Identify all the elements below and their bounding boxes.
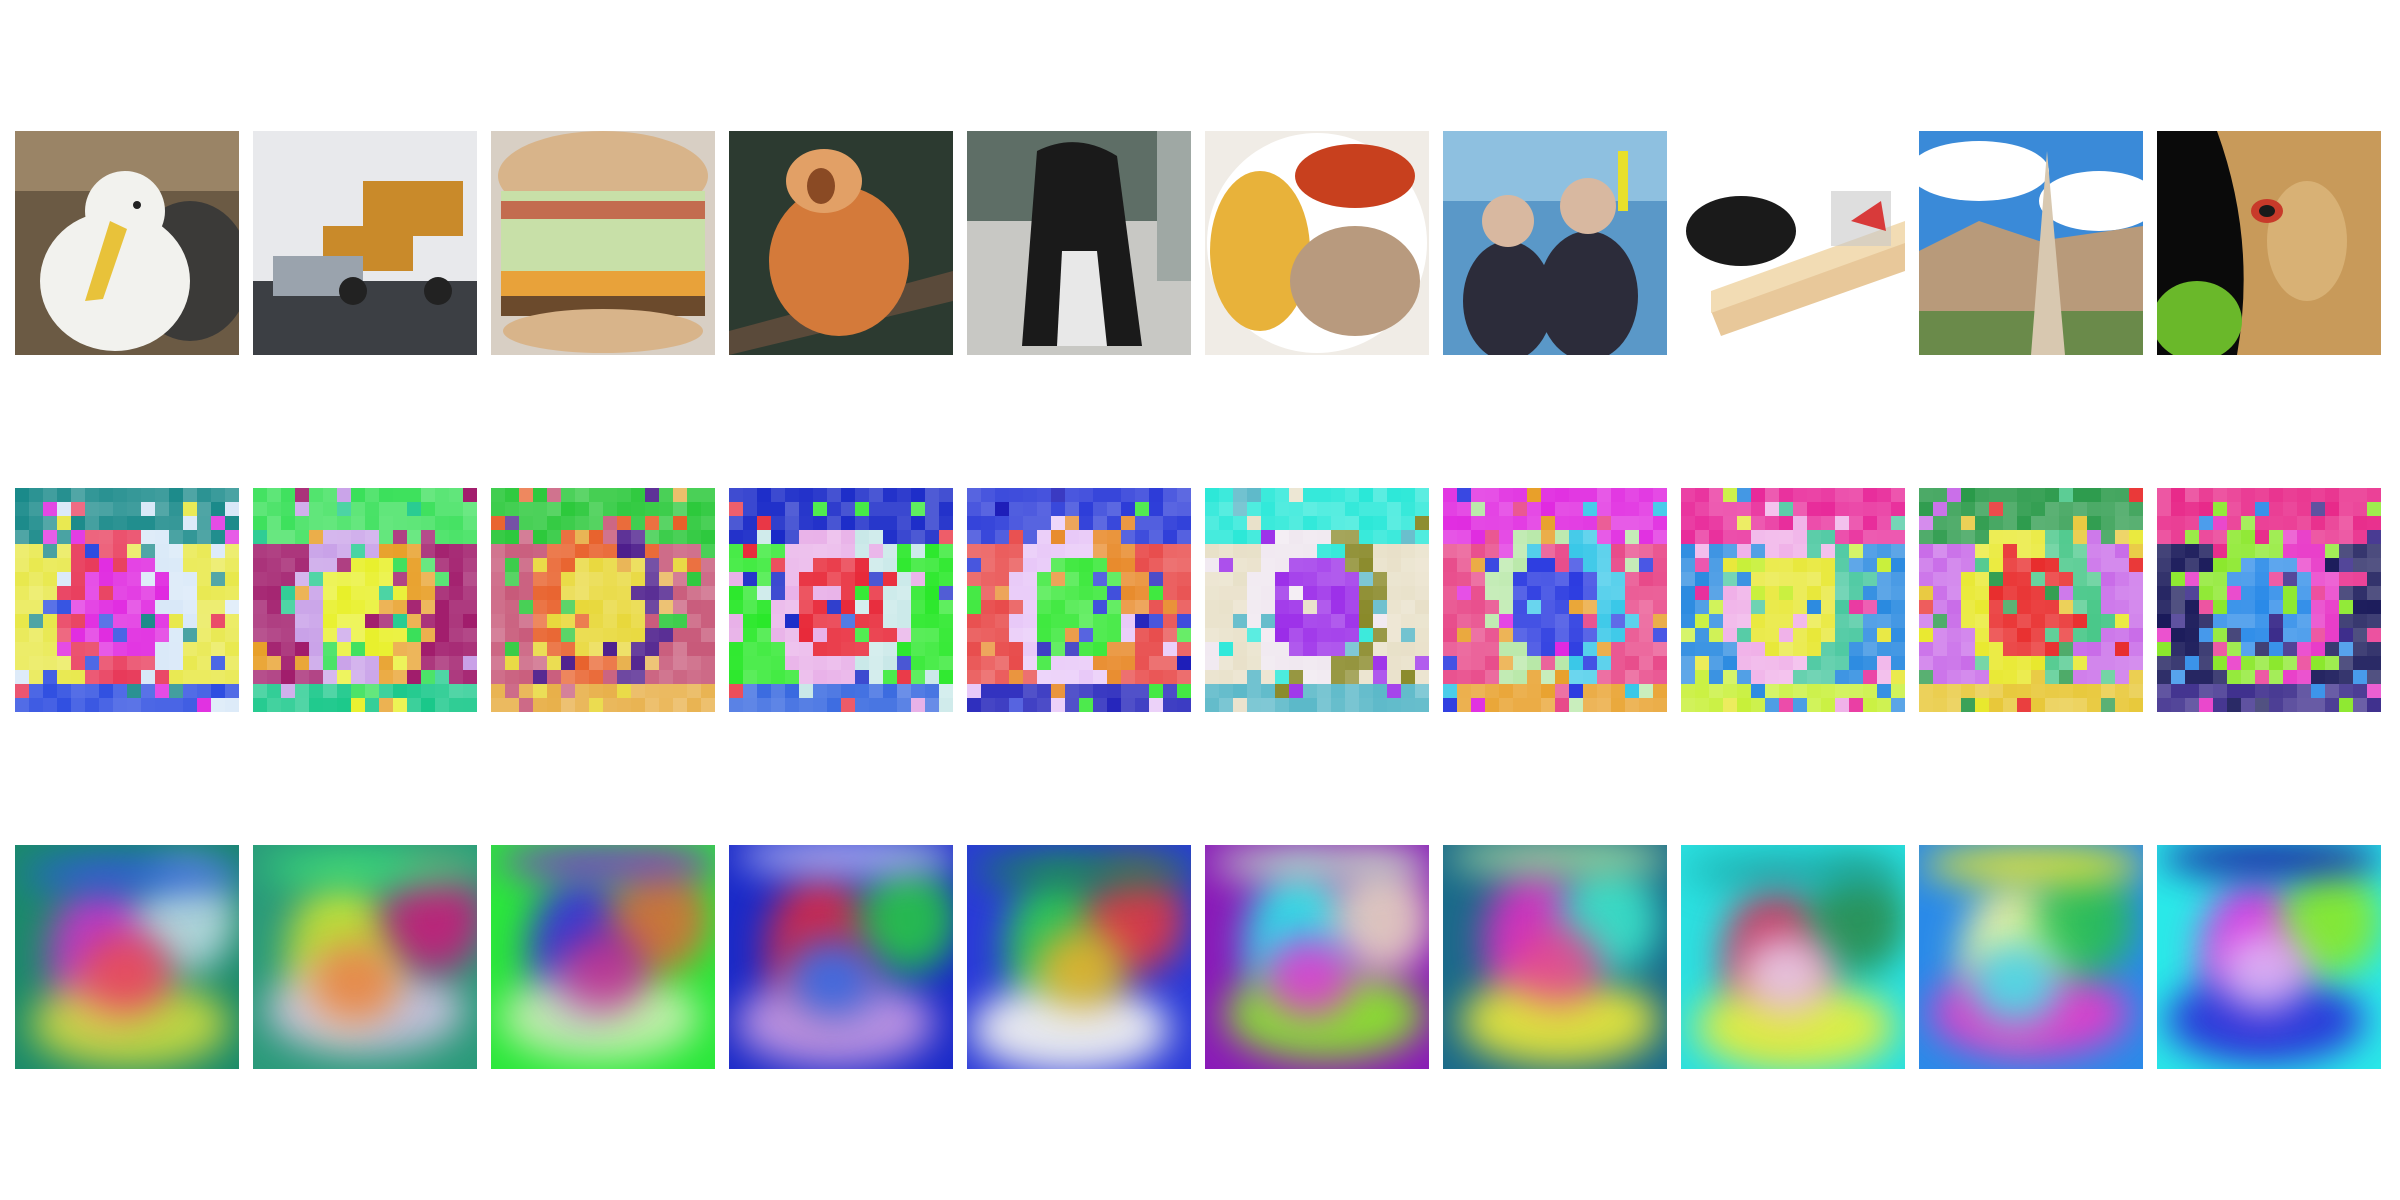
patch-feature-map-9: [1919, 488, 2143, 712]
dense-feature-map-1: [15, 845, 239, 1069]
dense-feature-map-7: [1443, 845, 1667, 1069]
input-image-black-long-haired-dog: [967, 131, 1191, 355]
input-image-stone-obelisk-mountains: [1919, 131, 2143, 355]
dense-feature-map-8: [1681, 845, 1905, 1069]
input-image-golden-lion-tamarin: [729, 131, 953, 355]
dense-feature-map-9: [1919, 845, 2143, 1069]
row-input-images: [15, 131, 2381, 355]
input-image-plate-corn-tomato-meat: [1205, 131, 1429, 355]
patch-feature-map-1: [15, 488, 239, 712]
dense-feature-map-6: [1205, 845, 1429, 1069]
patch-feature-map-7: [1443, 488, 1667, 712]
input-image-dump-truck-snowplow: [253, 131, 477, 355]
input-image-butterfly-on-tree: [2157, 131, 2381, 355]
patch-feature-map-6: [1205, 488, 1429, 712]
input-image-albatross: [15, 131, 239, 355]
patch-feature-map-4: [729, 488, 953, 712]
patch-feature-map-10: [2157, 488, 2381, 712]
dense-feature-map-5: [967, 845, 1191, 1069]
input-image-cheeseburger: [491, 131, 715, 355]
dense-feature-map-4: [729, 845, 953, 1069]
dense-feature-map-3: [491, 845, 715, 1069]
input-image-scuba-divers: [1443, 131, 1667, 355]
row-dense-feature-maps: [15, 845, 2381, 1069]
patch-feature-map-3: [491, 488, 715, 712]
dense-feature-map-2: [253, 845, 477, 1069]
dense-feature-map-10: [2157, 845, 2381, 1069]
row-patch-feature-maps: [15, 488, 2381, 712]
patch-feature-map-2: [253, 488, 477, 712]
patch-feature-map-8: [1681, 488, 1905, 712]
patch-feature-map-5: [967, 488, 1191, 712]
input-image-mouse-in-mousetrap: [1681, 131, 1905, 355]
